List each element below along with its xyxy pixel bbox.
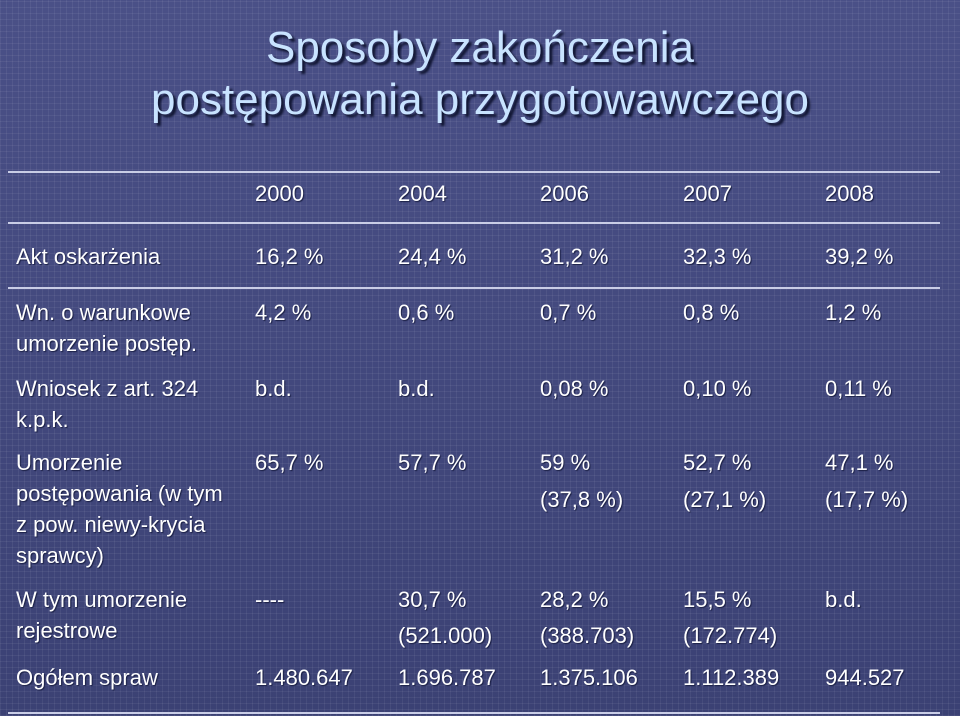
table-cell: 0,08 % <box>540 376 609 401</box>
table-top-border <box>8 171 940 173</box>
row-label: Wn. o warunkowe umorzenie postęp. <box>16 300 197 356</box>
table-subcell: (37,8 %) <box>540 487 624 512</box>
table-cell: 0,6 % <box>398 300 455 325</box>
row-label: Akt oskarżenia <box>16 244 161 269</box>
table-subcell: (388.703) <box>540 623 635 648</box>
table-cell: 1.112.389 <box>683 665 780 690</box>
table-bottom-border <box>8 712 940 714</box>
table-subcell: (27,1 %) <box>683 487 767 512</box>
slide-title-line-2: postępowania przygotowawczego <box>151 75 809 124</box>
table-cell: 0,8 % <box>683 300 740 325</box>
row-label: W tym umorzenie rejestrowe <box>16 587 188 643</box>
table-subcell: (17,7 %) <box>825 487 909 512</box>
year-header: 2006 <box>540 181 589 206</box>
year-header: 2007 <box>683 181 732 206</box>
table-cell: 57,7 % <box>398 450 467 475</box>
table-cell: 1.480.647 <box>255 665 353 690</box>
table-subcell: (172.774) <box>683 623 778 648</box>
row-label: Ogółem spraw <box>16 665 158 690</box>
row-label: Umorzenie postępowania (w tym z pow. nie… <box>16 450 223 568</box>
table-cell: 1,2 % <box>825 300 882 325</box>
row-divider <box>8 287 940 289</box>
table-subcell: (521.000) <box>398 623 493 648</box>
year-header: 2004 <box>398 181 447 206</box>
table-cell: 52,7 % <box>683 450 752 475</box>
table-cell: 47,1 % <box>825 450 894 475</box>
table-cell: 31,2 % <box>540 244 609 269</box>
table-cell: ---- <box>255 587 285 612</box>
table-cell: 24,4 % <box>398 244 467 269</box>
table-cell: 65,7 % <box>255 450 324 475</box>
table-cell: 28,2 % <box>540 587 609 612</box>
table-cell: 0,11 % <box>825 376 892 401</box>
table-cell: 1.375.106 <box>540 665 638 690</box>
table-cell: 16,2 % <box>255 244 324 269</box>
table-cell: 59 % <box>540 450 591 475</box>
table-cell: 15,5 % <box>683 587 752 612</box>
table-cell: 30,7 % <box>398 587 467 612</box>
year-header: 2000 <box>255 181 304 206</box>
row-divider <box>8 222 940 224</box>
slide-title-line-1: Sposoby zakończenia <box>265 23 695 72</box>
table-cell: 0,10 % <box>683 376 752 401</box>
table-cell: b.d. <box>825 587 862 612</box>
table-cell: b.d. <box>398 376 435 401</box>
year-header: 2008 <box>825 181 874 206</box>
row-label: Wniosek z art. 324 k.p.k. <box>16 376 199 432</box>
table-cell: 32,3 % <box>683 244 752 269</box>
table-cell: 4,2 % <box>255 300 312 325</box>
table-cell: 944.527 <box>825 665 905 690</box>
table-cell: 39,2 % <box>825 244 894 269</box>
table-cell: b.d. <box>255 376 292 401</box>
table-cell: 1.696.787 <box>398 665 496 690</box>
slide-title: Sposoby zakończenia postępowania przygot… <box>0 22 960 126</box>
table-cell: 0,7 % <box>540 300 597 325</box>
